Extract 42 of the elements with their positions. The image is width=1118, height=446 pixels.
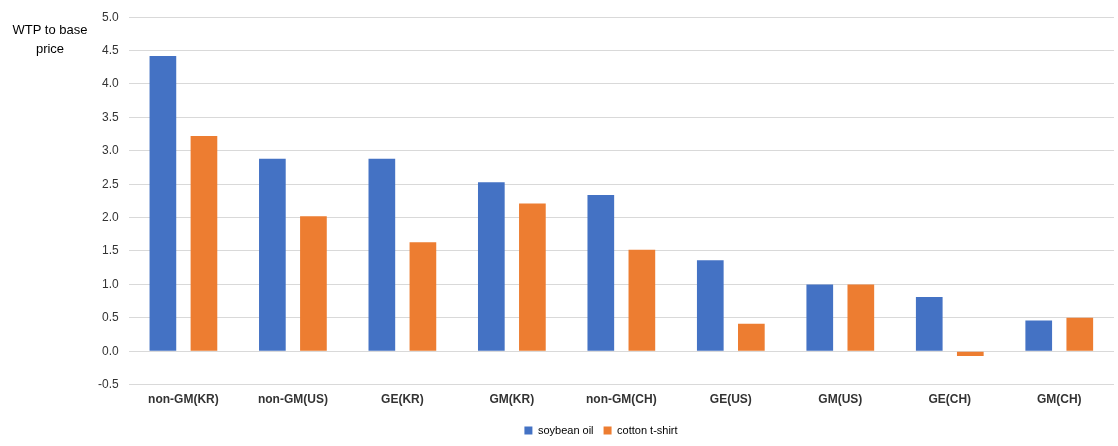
bar	[1066, 317, 1094, 351]
y-axis-title: WTP to base price	[11, 21, 89, 58]
bar	[738, 323, 765, 351]
x-tick-label: non-GM(KR)	[148, 392, 219, 407]
bar	[587, 194, 615, 351]
y-tick-label: 4.0	[101, 76, 119, 91]
bar	[915, 297, 943, 351]
bar	[519, 203, 546, 351]
legend-label: soybean oil	[537, 423, 594, 436]
y-tick-label: 1.0	[101, 276, 119, 291]
legend-label: cotton t-shirt	[617, 423, 678, 436]
bar	[368, 158, 396, 351]
bar	[1025, 320, 1053, 351]
y-tick-label: 1.5	[101, 243, 119, 258]
bar	[190, 136, 218, 351]
y-tick-label: 2.5	[101, 176, 119, 191]
x-tick-label: GE(KR)	[381, 392, 424, 407]
x-tick-label: GM(CH)	[1036, 392, 1082, 407]
x-tick-label: GM(KR)	[489, 392, 535, 407]
x-tick-label: GE(CH)	[928, 392, 972, 407]
x-tick-label: GE(US)	[709, 392, 752, 407]
bar	[300, 216, 327, 351]
y-tick-label: 3.0	[101, 143, 119, 158]
bar	[477, 182, 505, 351]
bar	[956, 351, 984, 356]
x-tick-label: GM(US)	[818, 392, 863, 407]
y-tick-label: 0.5	[101, 310, 119, 325]
y-tick-label: -0.5	[97, 376, 119, 391]
bar	[259, 158, 286, 351]
bar	[628, 249, 656, 351]
x-tick-label: non-GM(CH)	[586, 392, 657, 407]
y-tick-label: 3.5	[101, 109, 119, 124]
y-tick-label: 0.0	[101, 343, 119, 358]
bar	[149, 55, 177, 351]
bar	[847, 284, 875, 351]
x-tick-label: non-GM(US)	[257, 392, 328, 407]
y-tick-label: 2.0	[101, 209, 119, 224]
bar	[806, 284, 834, 351]
bar	[696, 260, 724, 351]
y-tick-label: 4.5	[101, 42, 119, 57]
y-tick-label: 5.0	[101, 9, 119, 24]
bar	[409, 242, 437, 351]
